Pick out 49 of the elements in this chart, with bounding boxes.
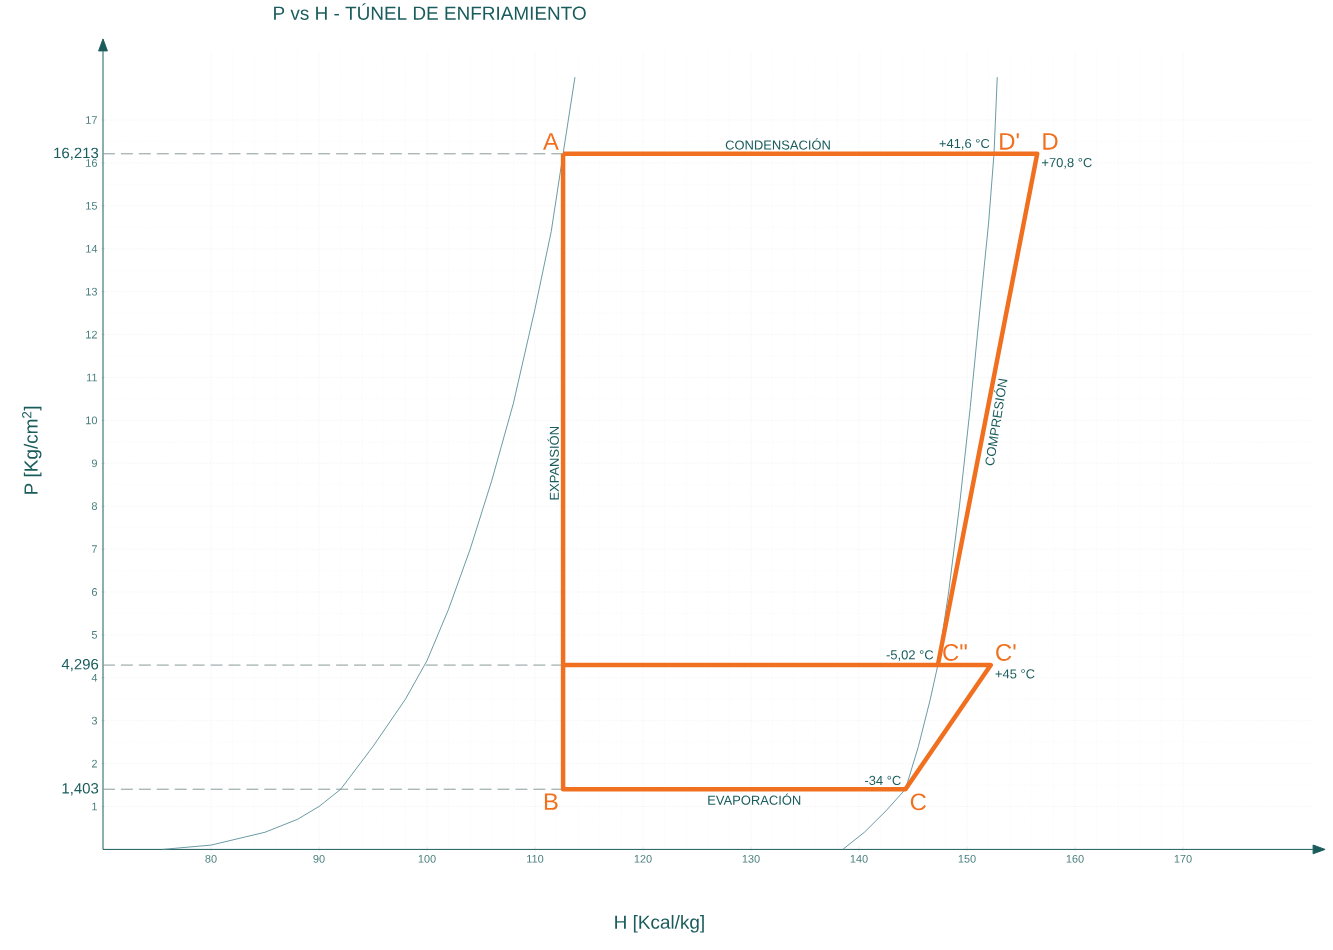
y-tick-label: 4 — [91, 673, 98, 682]
ref-line-label: 4,296 — [61, 658, 99, 672]
annotation: D' — [1000, 132, 1019, 150]
annotation: +45 °C — [995, 669, 1035, 679]
x-tick-label: 110 — [527, 854, 544, 863]
annotation: CONDENSACIÓN — [725, 138, 830, 150]
ref-line-label: 1,403 — [62, 782, 99, 796]
annotation: +41,6 °C — [939, 138, 990, 150]
y-tick-label: 6 — [91, 587, 97, 596]
x-tick-label: 170 — [1174, 854, 1192, 863]
annotation: D — [1043, 132, 1058, 150]
x-tick-label: 90 — [313, 854, 325, 863]
y-tick-label: 13 — [86, 287, 97, 296]
chart-title: P vs H - TÚNEL DE ENFRIAMIENTO — [274, 3, 586, 20]
y-tick-label: 9 — [91, 459, 97, 467]
x-tick-label: 120 — [634, 854, 652, 863]
x-tick-label: 100 — [418, 854, 436, 863]
annotation: +70,8 °C — [1042, 157, 1092, 169]
y-tick-label: 1 — [92, 802, 97, 811]
y-tick-label: 10 — [86, 416, 98, 425]
x-axis-title: H [Kcal/kg] — [615, 914, 704, 933]
annotation: A — [543, 132, 559, 150]
x-tick-label: 140 — [850, 854, 868, 863]
y-tick-label: 5 — [91, 630, 98, 639]
y-tick-label: 14 — [86, 244, 98, 253]
y-tick-label: 8 — [91, 502, 97, 510]
y-tick-label: 11 — [86, 373, 97, 382]
ref-line-label: 16,213 — [54, 147, 99, 160]
y-axis-title: P [Kg/cm$^{2}$] — [22, 406, 42, 494]
annotation: -34 °C — [864, 775, 901, 785]
y-tick-label: 12 — [86, 330, 97, 339]
annotation: C" — [943, 643, 967, 661]
line-series — [161, 76, 576, 850]
annotation: EVAPORACIÓN — [708, 793, 801, 805]
x-tick-label: 80 — [205, 854, 217, 863]
x-tick-label: 160 — [1066, 854, 1084, 863]
y-tick-label: 7 — [91, 545, 97, 553]
annotation: EXPANSIÓN — [547, 426, 559, 500]
annotation: B — [544, 793, 558, 810]
y-tick-label: 2 — [91, 759, 97, 768]
x-tick-label: 130 — [742, 854, 760, 863]
x-tick-label: 150 — [958, 854, 976, 863]
annotation: -5,02 °C — [886, 650, 934, 661]
y-tick-label: 16 — [86, 158, 97, 167]
annotation: C' — [996, 643, 1016, 661]
y-tick-label: 17 — [86, 116, 97, 124]
annotation: C — [910, 793, 926, 811]
y-tick-label: 3 — [91, 716, 97, 725]
y-tick-label: 15 — [86, 201, 98, 210]
